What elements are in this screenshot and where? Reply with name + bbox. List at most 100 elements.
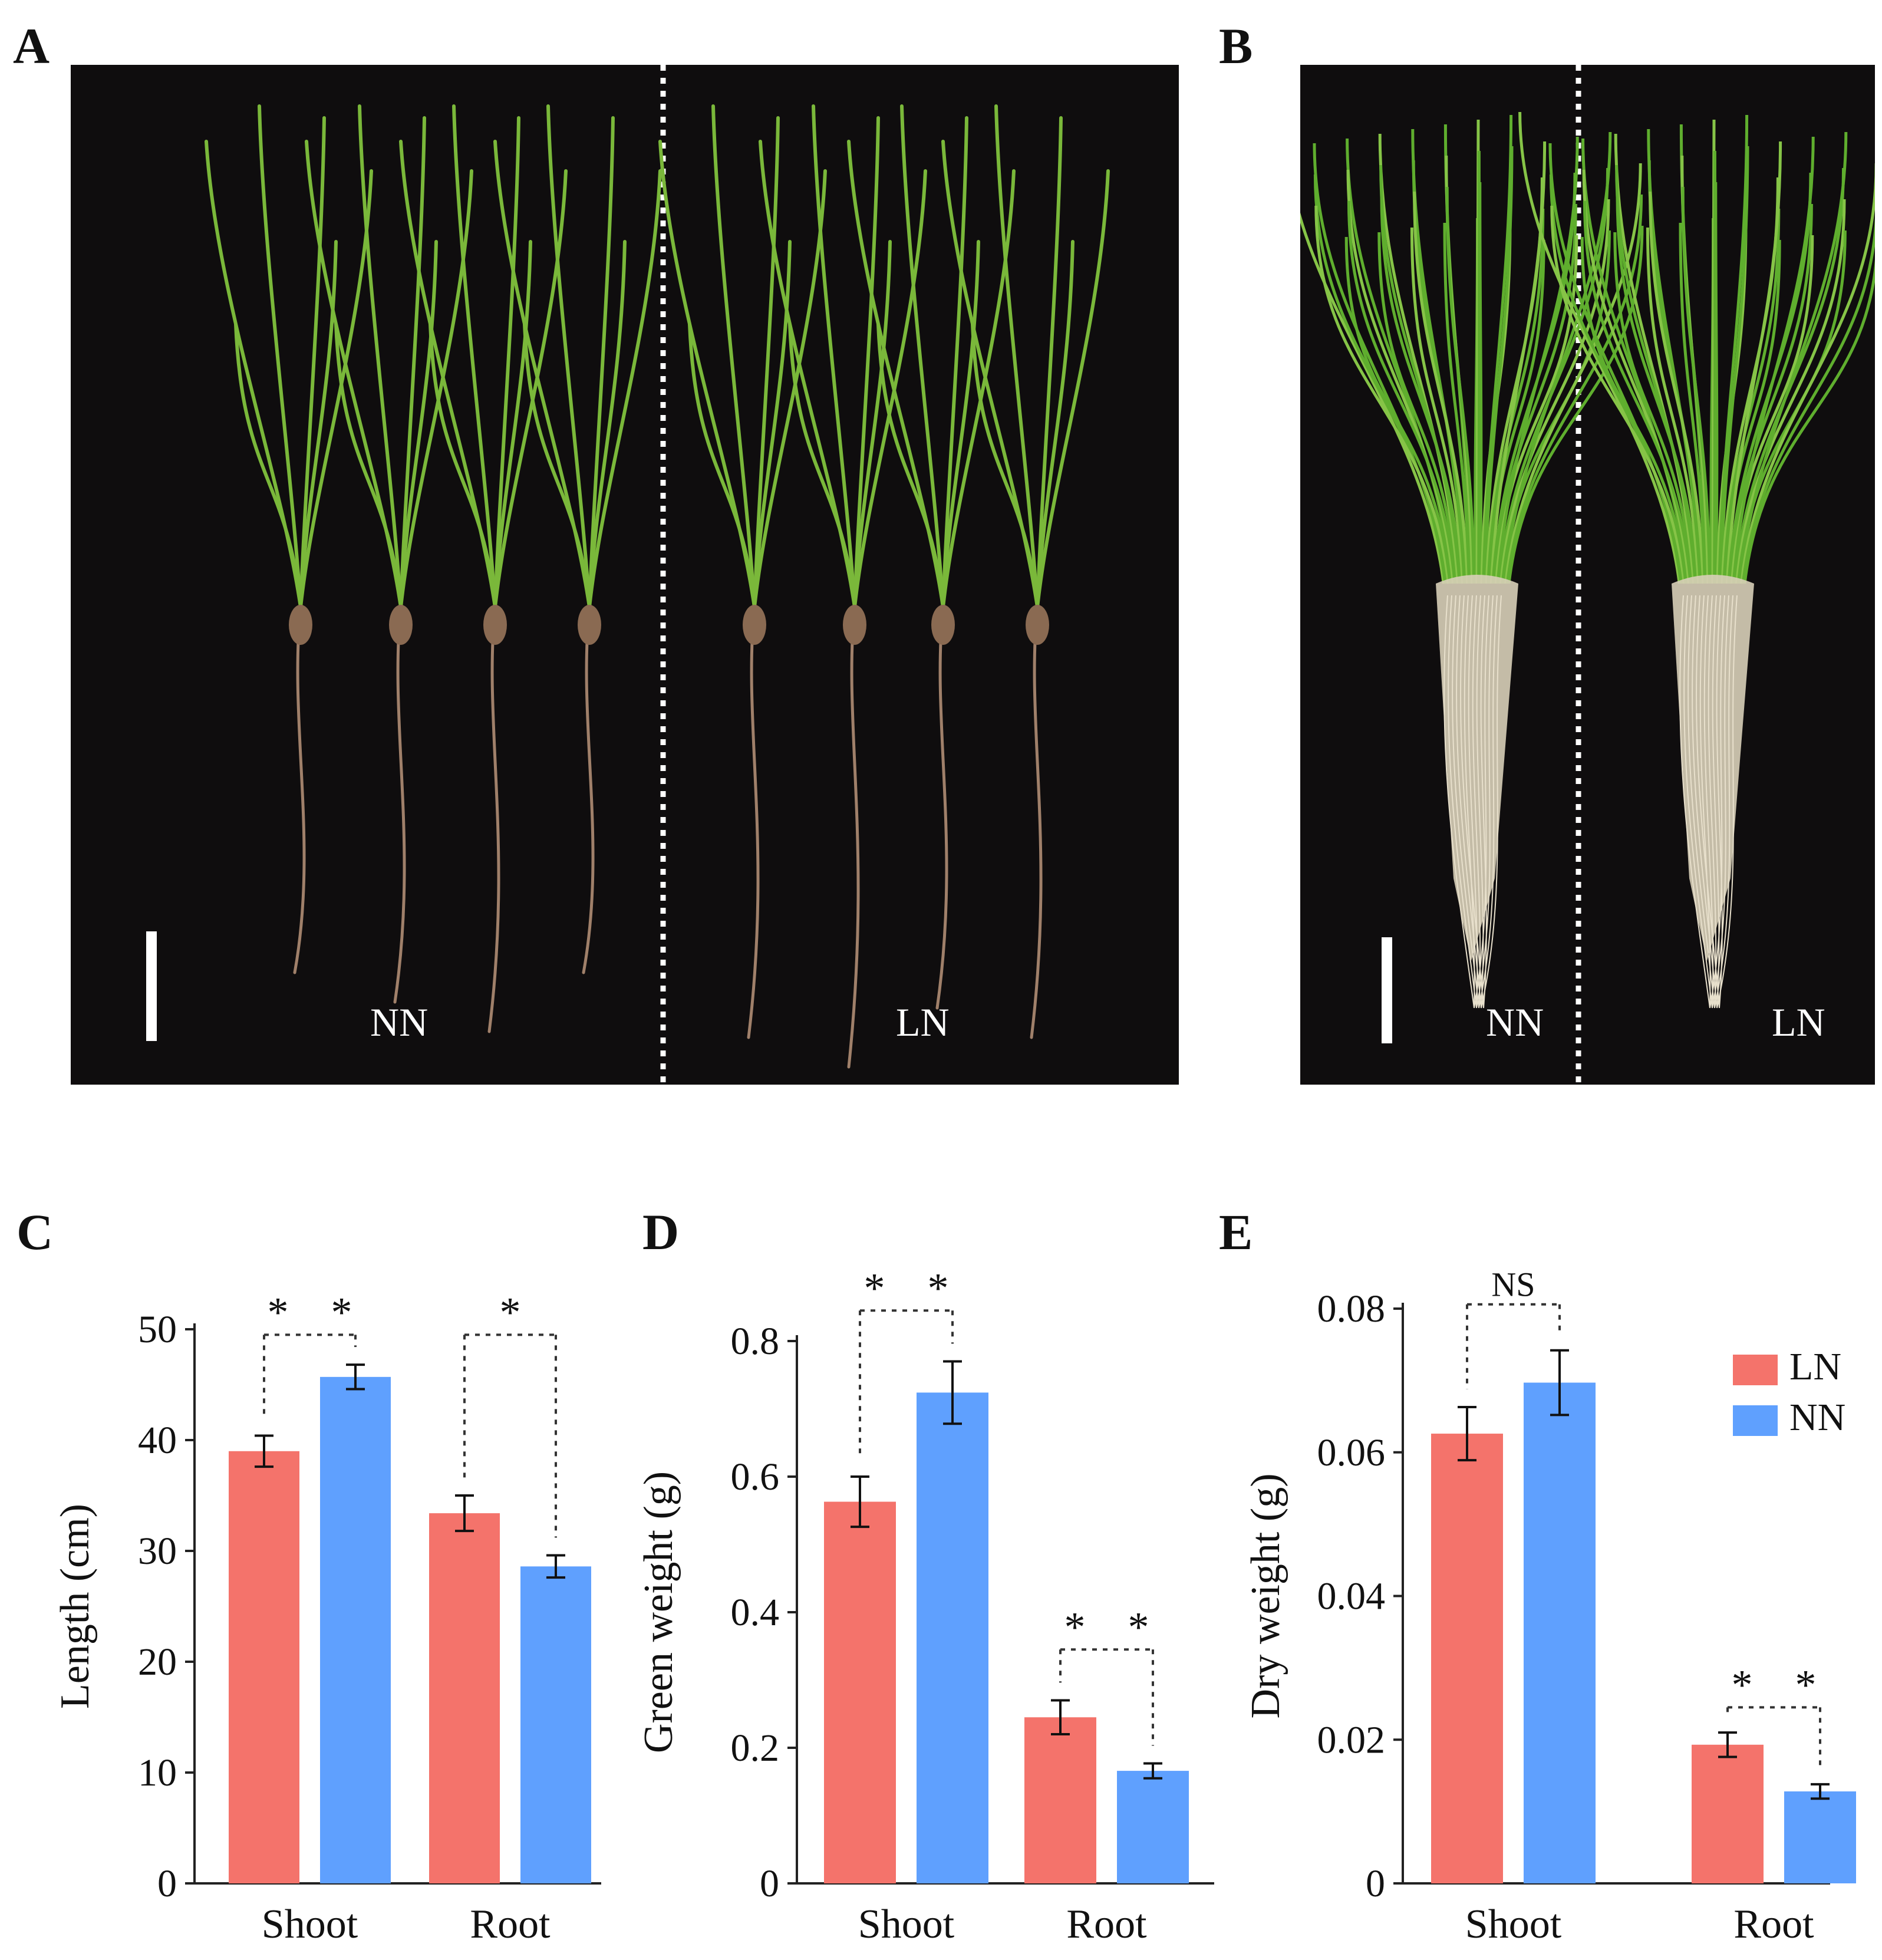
root-mass [1672,575,1754,961]
leaf-blade [1580,236,1687,584]
leaf-blade [1649,191,1705,584]
leaf-blade [1379,164,1461,584]
bar-ln-root [1692,1744,1764,1883]
y-tick-label: 50 [138,1308,177,1351]
y-tick-label: 0 [1366,1862,1385,1905]
leaf [429,322,497,609]
root-strand [1699,595,1711,1009]
chart-d-svg: 0 0.2 0.4 0.6 0.8 Green weight (g) Shoot * * Roo… [636,1264,1214,1947]
chart-e: 0 0.02 0.04 0.06 0.08 Dry weight (g) Shoot NS Ro… [1238,1261,1882,1960]
leaf [1036,240,1075,609]
leaf-blade [1313,143,1447,584]
leaf-blade [1347,200,1456,584]
leaf [788,322,856,609]
leaf [853,169,927,609]
root [935,605,948,1010]
bar-ln-shoot [1431,1434,1503,1883]
root [582,605,595,974]
significance-label: NS [1491,1266,1535,1304]
leaf-blade [1738,131,1848,584]
bar-ln-root [429,1513,500,1883]
bar-nn-shoot [320,1376,391,1883]
y-tick-label: 0.02 [1317,1718,1386,1761]
root-strand [1443,595,1475,1009]
leaf [1036,116,1063,609]
leaf-blade [1679,222,1706,584]
leaf-blade [1300,212,1445,584]
leaf-blade [1478,182,1483,584]
y-tick-label: 40 [138,1419,177,1462]
leaf [753,240,792,609]
bar-nn-root [520,1566,591,1883]
leaf [299,116,326,609]
y-tick-label: 0 [157,1862,177,1905]
root-mass [1436,575,1518,961]
leaf-blade [1314,205,1450,584]
panel-letter-e: E [1219,1204,1253,1260]
significance-label: * [500,1289,521,1336]
leaf-blade [1380,196,1463,584]
y-tick-label: 0.8 [731,1320,780,1363]
root-strand [1464,595,1475,1009]
bar-nn-shoot [1524,1382,1596,1883]
leaf-blade [1740,163,1875,584]
root-strand [1716,595,1738,1009]
bar-ln-root [1024,1717,1096,1883]
leaf-blade [1714,182,1719,584]
leaf-blade [1502,131,1612,584]
leaf-blade [1681,186,1712,584]
leaf [334,322,403,609]
leaf [452,104,497,609]
legend-label-ln: LN [1789,1345,1841,1388]
leaf-blade [1487,208,1545,584]
leaf-blade [1735,199,1846,584]
leaf-blade [1499,199,1610,584]
seedling-a-1 [205,104,373,974]
y-tick-label: 10 [138,1751,177,1794]
y-tick-label: 0 [760,1862,779,1905]
root-strand [1687,595,1715,1009]
root-strand [1683,595,1713,1009]
leaf-blade [1614,133,1696,584]
leaf [399,116,426,609]
leaf [546,104,591,609]
root [393,605,406,1004]
root-crown [931,605,955,645]
root-strand [1474,595,1489,1009]
root-strand [1476,595,1484,1009]
leaf [853,240,892,609]
leaf-blade [1615,164,1697,584]
leaf [753,116,780,609]
leaf-blade [1507,225,1644,584]
bar-nn-shoot [917,1392,988,1883]
root-strand [1452,595,1479,1009]
x-tick-label: Shoot [1465,1902,1562,1947]
leaf-blade [1378,133,1460,584]
root-crown [743,605,766,645]
y-tick-label: 0.08 [1317,1287,1386,1330]
leaf [941,116,968,609]
root-strand [1481,595,1502,1009]
root-crown [289,605,312,645]
label-nn-b: NN [1486,1000,1544,1045]
root-crown [389,605,413,645]
chart-c: 0 10 20 30 40 50 Length (cm) Shoot * * Root * [0,1261,625,1960]
root [847,605,860,1069]
leaf [688,322,756,609]
panel-letter-c: C [17,1204,54,1260]
legend-swatch-ln [1733,1355,1778,1385]
bunch-nn [1300,114,1644,1009]
leaf [258,104,302,609]
leaf [588,116,615,609]
significance-label: * * [1732,1661,1817,1708]
y-tick-label: 0.6 [731,1455,780,1498]
panel-letter-a: A [13,18,50,74]
leaf-blade [1732,136,1815,584]
root-strand [1712,595,1720,1009]
root [487,605,500,1033]
leaf [711,104,756,609]
leaf [900,104,945,609]
seedlings-a [146,65,1110,1085]
photo-panel-a: NN LN [71,65,1179,1085]
leaf [1036,169,1110,609]
